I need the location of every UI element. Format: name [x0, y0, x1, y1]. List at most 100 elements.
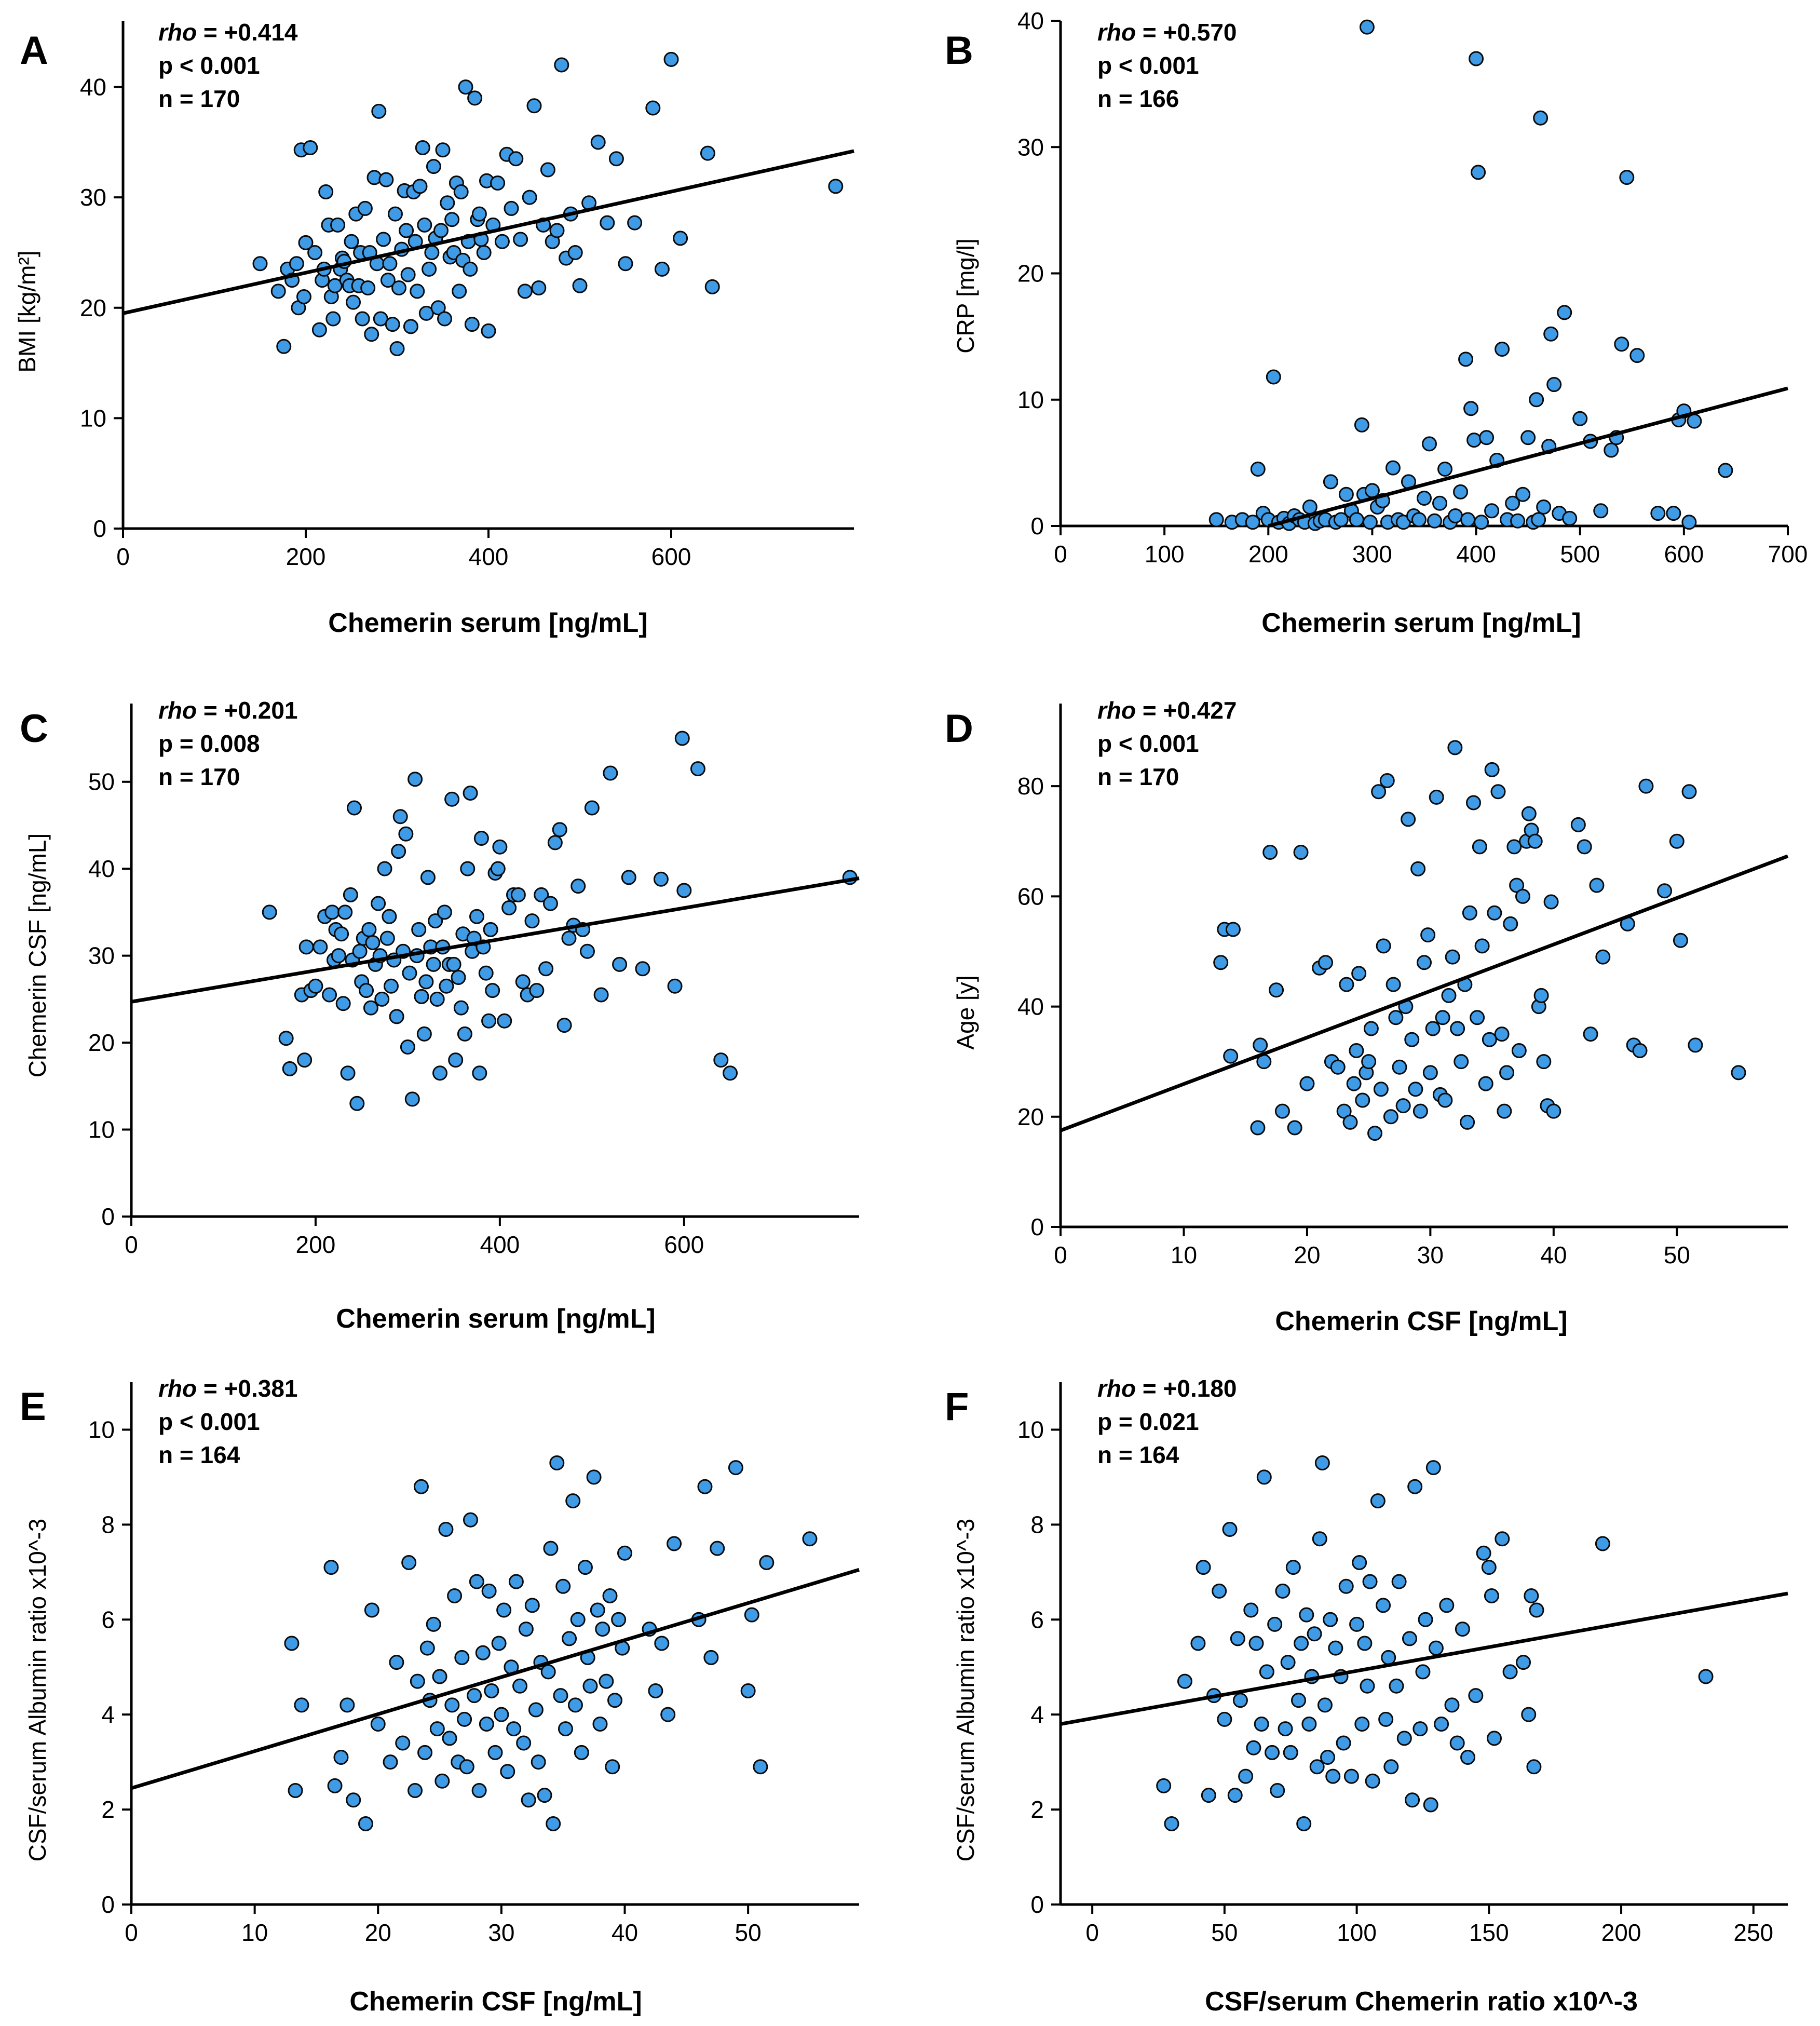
y-tick-label: 2 [1030, 1796, 1044, 1823]
data-point [1412, 1103, 1428, 1119]
y-axis-label: Chemerin CSF [ng/mL] [24, 833, 51, 1078]
data-point [1520, 430, 1536, 445]
data-point [723, 1065, 738, 1081]
data-point [444, 1697, 460, 1713]
data-point [1595, 949, 1611, 965]
data-point [1352, 1555, 1367, 1571]
data-point [417, 1745, 433, 1760]
p-value: p = 0.008 [158, 730, 260, 757]
rho-label: rho [1097, 19, 1136, 46]
data-point [1391, 1574, 1407, 1589]
y-tick-label: 0 [1030, 1891, 1044, 1918]
data-point [1495, 1531, 1510, 1547]
data-point [298, 939, 314, 955]
data-point [603, 765, 618, 781]
data-point [1388, 1010, 1404, 1025]
data-point [383, 978, 399, 994]
rho-value: = +0.180 [1136, 1375, 1237, 1402]
x-axis-label: Chemerin CSF [ng/mL] [1275, 1306, 1568, 1336]
data-point [457, 1711, 472, 1727]
data-point [1223, 1048, 1239, 1064]
x-tick-label: 300 [1352, 541, 1392, 568]
data-point [526, 98, 542, 114]
data-point [303, 140, 318, 155]
data-point [1420, 927, 1436, 943]
rho-label: rho [158, 19, 197, 46]
data-point [1253, 1037, 1268, 1053]
data-point [1212, 1583, 1227, 1599]
data-point [512, 1678, 528, 1694]
data-point [1472, 839, 1487, 855]
data-point [1657, 883, 1673, 899]
data-point [1338, 1578, 1354, 1594]
n-value: n = 166 [1097, 85, 1179, 112]
n-value: n = 164 [1097, 1441, 1179, 1468]
x-tick-label: 200 [286, 543, 326, 570]
rho-label: rho [1097, 1375, 1136, 1402]
data-point [1453, 484, 1469, 499]
data-point [1296, 1816, 1312, 1832]
data-point [1487, 1731, 1502, 1746]
data-point [504, 200, 519, 216]
data-point [1323, 474, 1338, 490]
data-point [1529, 392, 1544, 408]
data-point [565, 1493, 581, 1509]
data-point [547, 835, 563, 850]
data-point [1521, 806, 1537, 821]
data-point [454, 1650, 470, 1665]
data-point [1476, 1545, 1491, 1561]
data-point [346, 800, 362, 816]
data-point [1408, 1082, 1423, 1097]
stats-box: rho = +0.180 p = 0.021 n = 164 [1097, 1372, 1237, 1471]
y-tick-label: 4 [1030, 1701, 1044, 1728]
data-point [1687, 413, 1702, 429]
x-tick-label: 400 [469, 543, 509, 570]
data-point [1444, 1697, 1460, 1713]
p-value: p = 0.021 [1097, 1408, 1199, 1435]
scatter-plot-d: 0 10 20 30 40 50 0 20 40 60 80 [1017, 704, 1789, 1268]
x-tick-label: 20 [365, 1919, 391, 1946]
data-point [1527, 833, 1543, 849]
data-point [335, 996, 351, 1011]
data-point [529, 983, 545, 998]
y-tick-label: 20 [88, 1029, 115, 1056]
data-point [346, 1792, 361, 1808]
x-axis-label: Chemerin CSF [ng/mL] [349, 1987, 642, 2017]
data-point [1385, 460, 1401, 476]
data-point [1718, 463, 1733, 478]
data-point [1330, 1059, 1346, 1075]
data-point [331, 948, 346, 964]
x-tick-label: 30 [1417, 1241, 1444, 1268]
rho-value: = +0.427 [1136, 697, 1237, 724]
data-point [1422, 1065, 1438, 1080]
data-point [1359, 19, 1375, 35]
data-point [1213, 955, 1229, 970]
data-point [1423, 1797, 1438, 1813]
data-point [1354, 417, 1369, 433]
data-point [1285, 1560, 1301, 1575]
x-tick-label: 200 [1601, 1919, 1641, 1946]
data-point [1383, 1109, 1398, 1125]
data-point [1230, 1631, 1245, 1646]
data-point [444, 212, 460, 227]
data-point [1543, 894, 1559, 910]
data-point [426, 1616, 441, 1632]
data-point [667, 1536, 682, 1551]
data-point [1395, 1098, 1411, 1114]
data-point [1412, 1721, 1428, 1737]
data-point [1376, 1598, 1391, 1613]
data-point [1386, 977, 1401, 992]
rho-line: rho = +0.180 [1097, 1372, 1237, 1405]
data-point [487, 1745, 503, 1760]
x-tick-label: 10 [1171, 1241, 1197, 1268]
data-point [420, 870, 436, 885]
data-point [494, 1707, 509, 1722]
data-point [571, 879, 586, 894]
data-point [429, 1721, 445, 1737]
y-tick-label: 10 [88, 1416, 115, 1443]
data-point [1354, 1716, 1370, 1732]
data-point [1441, 988, 1457, 1003]
rho-value: = +0.381 [197, 1375, 298, 1402]
data-point [753, 1759, 768, 1775]
data-point [1529, 1602, 1544, 1618]
